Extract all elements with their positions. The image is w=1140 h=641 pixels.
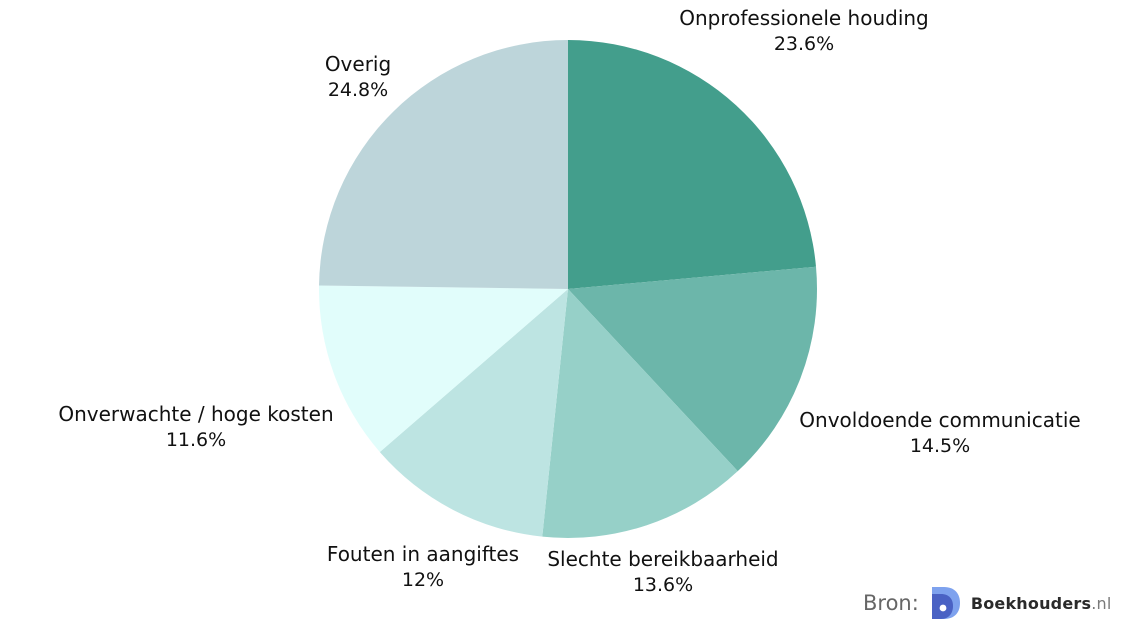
- pie-slice-onvoldoende-communicatie: [568, 266, 817, 472]
- slice-value-overig: 24.8%: [328, 79, 388, 101]
- brand-tld: .nl: [1091, 593, 1112, 613]
- slice-label-onverwachte-hoge-kosten: Onverwachte / hoge kosten: [58, 402, 333, 426]
- slice-label-fouten-in-aangiftes: Fouten in aangiftes: [327, 542, 519, 566]
- pie-slice-slechte-bereikbaarheid: [542, 289, 738, 539]
- source-attribution: Bron: Boekhouders.nl: [863, 583, 1111, 623]
- slice-value-onverwachte-hoge-kosten: 11.6%: [166, 429, 226, 451]
- slice-value-fouten-in-aangiftes: 12%: [402, 569, 444, 591]
- pie-slice-onverwachte-hoge-kosten: [318, 285, 568, 453]
- slice-value-onvoldoende-communicatie: 14.5%: [910, 435, 970, 457]
- slice-value-onprofessionele-houding: 23.6%: [774, 33, 834, 55]
- pie-slice-overig: [319, 40, 568, 289]
- brand-name-main: Boekhouders: [970, 593, 1092, 613]
- boekhouders-logo-icon[interactable]: [931, 586, 961, 620]
- pie-slice-onprofessionele-houding: [568, 40, 816, 289]
- pie-slice-fouten-in-aangiftes: [379, 289, 568, 537]
- slice-label-slechte-bereikbaarheid: Slechte bereikbaarheid: [547, 547, 778, 571]
- brand-name[interactable]: Boekhouders.nl: [971, 594, 1112, 613]
- slice-label-onvoldoende-communicatie: Onvoldoende communicatie: [799, 408, 1080, 432]
- slice-labels: Onprofessionele houding 23.6% Onvoldoende …: [58, 6, 1080, 596]
- source-prefix: Bron:: [863, 591, 919, 615]
- slice-label-onprofessionele-houding: Onprofessionele houding: [679, 6, 929, 30]
- slice-value-slechte-bereikbaarheid: 13.6%: [633, 574, 693, 596]
- slice-label-overig: Overig: [325, 52, 391, 76]
- pie-slices: [318, 40, 817, 539]
